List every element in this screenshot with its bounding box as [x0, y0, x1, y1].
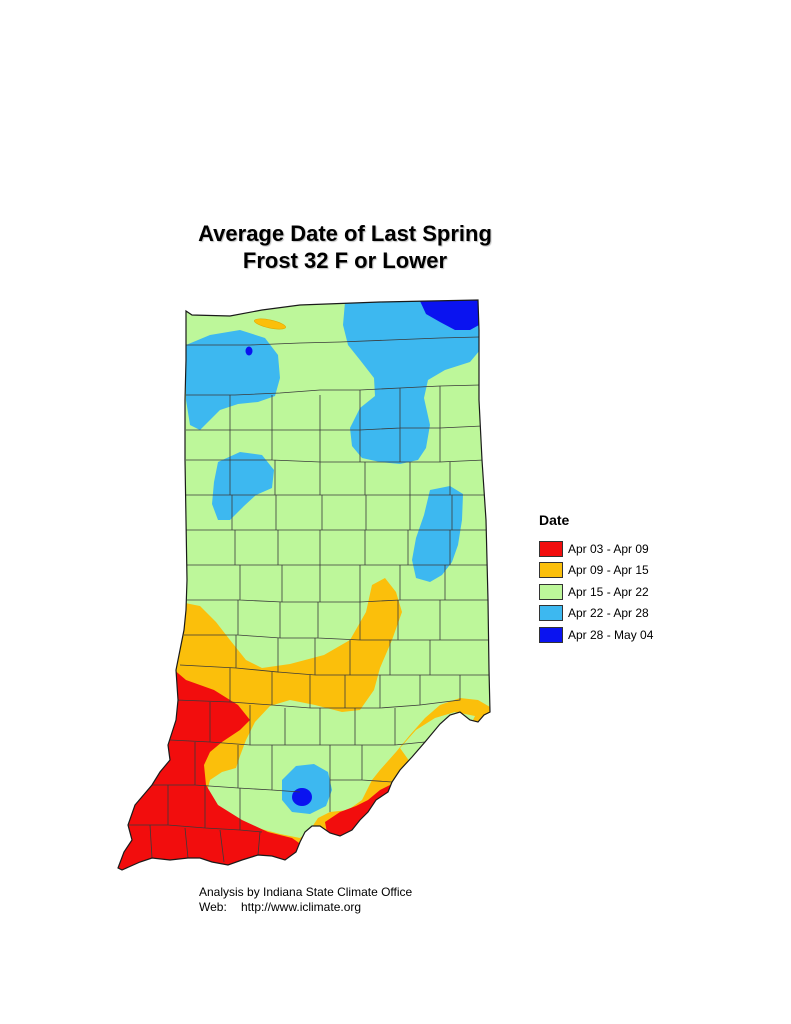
zone-apr28-may04-south [292, 788, 312, 806]
analysis-credit: Analysis by Indiana State Climate Office [199, 885, 413, 899]
zone-apr22-28-central-west [212, 452, 274, 520]
legend: Date Apr 03 - Apr 09 Apr 09 - Apr 15 Apr… [539, 512, 653, 646]
legend-item: Apr 09 - Apr 15 [539, 560, 653, 582]
legend-swatch-red [539, 540, 563, 557]
legend-item: Apr 28 - May 04 [539, 624, 653, 646]
web-url: http://www.iclimate.org [241, 900, 362, 914]
state-outline [117, 299, 491, 871]
county-boundaries [128, 336, 489, 863]
legend-label: Apr 28 - May 04 [568, 627, 654, 642]
zone-apr09-15-north-sliver [254, 318, 286, 330]
web-label: Web: [199, 900, 227, 914]
map-title: Average Date of Last Spring Frost 32 F o… [140, 220, 550, 274]
legend-label: Apr 09 - Apr 15 [568, 563, 649, 578]
legend-swatch-dark-blue [539, 626, 563, 643]
legend-item: Apr 15 - Apr 22 [539, 581, 653, 603]
title-line-1: Average Date of Last Spring [198, 221, 492, 246]
credits: Analysis by Indiana State Climate Office… [199, 885, 412, 915]
zone-apr28-may04-northeast [420, 300, 479, 330]
legend-swatch-green [539, 583, 563, 600]
legend-item: Apr 22 - Apr 28 [539, 603, 653, 625]
legend-title: Date [539, 512, 570, 528]
legend-label: Apr 15 - Apr 22 [568, 584, 649, 599]
title-line-2: Frost 32 F or Lower [242, 248, 448, 273]
web-credit-row: Web: http://www.iclimate.org [199, 900, 412, 915]
legend-label: Apr 22 - Apr 28 [568, 606, 649, 621]
legend-label: Apr 03 - Apr 09 [568, 541, 649, 556]
zone-apr28-may04-northwest [245, 346, 253, 356]
legend-swatch-orange [539, 562, 563, 579]
zone-apr22-28-northeast [343, 300, 480, 464]
legend-item: Apr 03 - Apr 09 [539, 538, 653, 560]
zone-apr22-28-northwest [186, 330, 280, 430]
legend-swatch-light-blue [539, 605, 563, 622]
